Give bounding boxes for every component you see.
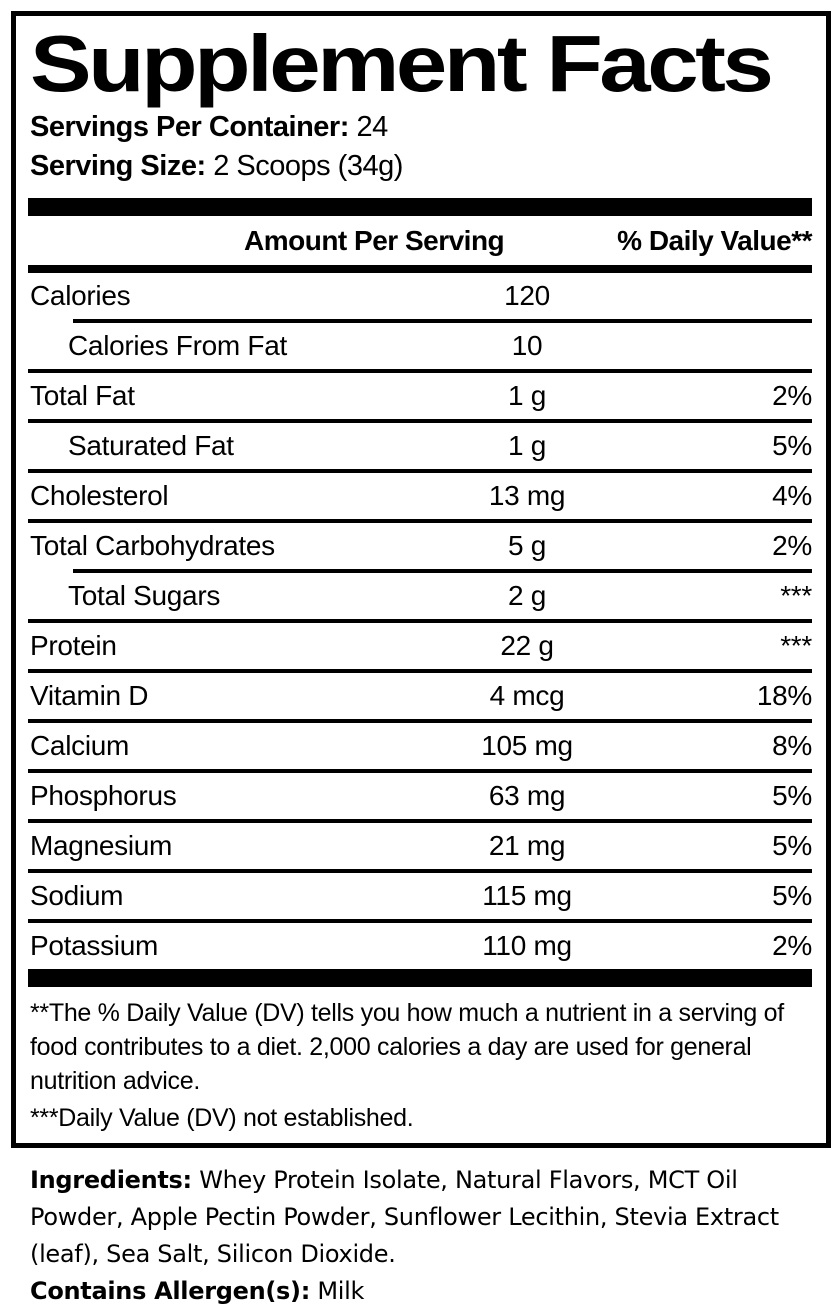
row-divider — [28, 619, 812, 623]
row-divider — [28, 369, 812, 373]
table-row: Vitamin D 4 mcg 18% — [16, 673, 826, 719]
supplement-facts-panel: Supplement Facts Servings Per Container:… — [11, 11, 831, 1148]
nutrient-daily-value: 2% — [772, 530, 812, 561]
footnote-not-established: ***Daily Value (DV) not established. — [30, 1104, 414, 1132]
nutrient-daily-value: 8% — [772, 730, 812, 761]
allergens-line: Contains Allergen(s): Milk — [30, 1273, 819, 1310]
ingredients-line: Ingredients: Whey Protein Isolate, Natur… — [30, 1162, 819, 1273]
table-row: Calories 120 — [16, 273, 826, 319]
row-divider — [28, 869, 812, 873]
servings-per-container-label: Servings Per Container: — [30, 111, 349, 143]
nutrient-amount: 120 — [504, 280, 550, 311]
nutrient-name: Protein — [30, 630, 117, 661]
nutrient-amount: 13 mg — [488, 480, 566, 511]
nutrient-name: Total Carbohydrates — [30, 530, 275, 561]
nutrient-name: Potassium — [30, 930, 159, 961]
header-amount-per-serving: Amount Per Serving — [244, 224, 505, 256]
nutrient-name: Calcium — [30, 730, 130, 761]
row-divider — [28, 669, 812, 673]
nutrient-daily-value: *** — [780, 630, 812, 661]
allergens-label: Contains Allergen(s): — [30, 1277, 311, 1305]
table-row: Sodium 115 mg 5% — [16, 873, 826, 919]
table-row: Total Carbohydrates 5 g 2% — [16, 523, 826, 569]
nutrient-daily-value: *** — [780, 580, 812, 611]
row-divider — [28, 719, 812, 723]
table-header-row: Amount Per Serving % Daily Value** — [16, 216, 826, 265]
nutrient-daily-value: 2% — [772, 930, 812, 961]
nutrient-daily-value: 18% — [756, 680, 812, 711]
footnote-daily-value: **The % Daily Value (DV) tells you how m… — [30, 999, 784, 1095]
table-row: Protein 22 g *** — [16, 623, 826, 669]
separator-bar-bottom — [28, 969, 812, 987]
nutrient-amount: 105 mg — [481, 730, 573, 761]
nutrient-name: Total Fat — [30, 380, 135, 411]
nutrient-amount: 2 g — [507, 580, 547, 611]
ingredients-value: Whey Protein Isolate, Natural Flavors, M… — [30, 1166, 779, 1268]
ingredients-label: Ingredients: — [30, 1166, 192, 1194]
nutrient-name: Calories — [30, 280, 131, 311]
table-row: Calcium 105 mg 8% — [16, 723, 826, 769]
nutrient-amount: 10 — [511, 330, 543, 361]
supplement-facts-page: Supplement Facts Servings Per Container:… — [0, 11, 839, 1305]
table-row: Phosphorus 63 mg 5% — [16, 773, 826, 819]
nutrient-amount: 22 g — [500, 630, 554, 661]
row-divider — [28, 419, 812, 423]
nutrient-name: Phosphorus — [30, 780, 177, 811]
nutrient-amount: 4 mcg — [489, 680, 565, 711]
ingredients-section: Ingredients: Whey Protein Isolate, Natur… — [30, 1162, 819, 1310]
nutrient-name: Vitamin D — [30, 680, 149, 711]
row-divider-indented — [73, 569, 812, 573]
serving-size-label: Serving Size: — [30, 150, 206, 182]
nutrient-table: Calories 120 Calories From Fat 10 Total … — [16, 273, 826, 969]
servings-per-container-value: 24 — [356, 111, 388, 143]
table-row: Total Fat 1 g 2% — [16, 373, 826, 419]
table-row: Calories From Fat 10 — [16, 323, 826, 369]
row-divider — [28, 469, 812, 473]
nutrient-name: Cholesterol — [30, 480, 169, 511]
serving-size-line: Serving Size: 2 Scoops (34g) — [30, 147, 826, 186]
nutrient-daily-value: 2% — [772, 380, 812, 411]
nutrient-amount: 115 mg — [482, 880, 572, 911]
nutrient-amount: 110 mg — [482, 930, 572, 961]
nutrient-daily-value: 4% — [772, 480, 812, 511]
servings-per-container-line: Servings Per Container: 24 — [30, 108, 826, 147]
row-divider — [28, 769, 812, 773]
allergens-value: Milk — [317, 1277, 365, 1305]
table-row: Cholesterol 13 mg 4% — [16, 473, 826, 519]
row-divider-indented — [73, 319, 812, 323]
row-divider — [28, 519, 812, 523]
header-rule — [28, 265, 812, 273]
nutrient-name: Total Sugars — [68, 580, 221, 611]
nutrient-name: Sodium — [30, 880, 124, 911]
nutrient-daily-value: 5% — [772, 430, 812, 461]
nutrient-name: Magnesium — [30, 830, 173, 861]
table-row: Saturated Fat 1 g 5% — [16, 423, 826, 469]
nutrient-amount: 1 g — [507, 430, 547, 461]
table-row: Magnesium 21 mg 5% — [16, 823, 826, 869]
separator-bar-top — [28, 198, 812, 216]
header-daily-value: % Daily Value** — [617, 224, 812, 256]
nutrient-name: Saturated Fat — [68, 430, 234, 461]
table-row: Potassium 110 mg 2% — [16, 923, 826, 969]
nutrient-daily-value: 5% — [772, 880, 812, 911]
nutrient-name: Calories From Fat — [68, 330, 287, 361]
nutrient-daily-value: 5% — [772, 780, 812, 811]
nutrient-amount: 1 g — [507, 380, 547, 411]
nutrient-daily-value: 5% — [772, 830, 812, 861]
row-divider — [28, 919, 812, 923]
serving-size-value: 2 Scoops (34g) — [213, 150, 403, 182]
panel-title: Supplement Facts — [30, 19, 774, 108]
nutrient-amount: 5 g — [507, 530, 547, 561]
table-row: Total Sugars 2 g *** — [16, 573, 826, 619]
row-divider — [28, 819, 812, 823]
nutrient-amount: 63 mg — [488, 780, 566, 811]
nutrient-amount: 21 mg — [488, 830, 566, 861]
